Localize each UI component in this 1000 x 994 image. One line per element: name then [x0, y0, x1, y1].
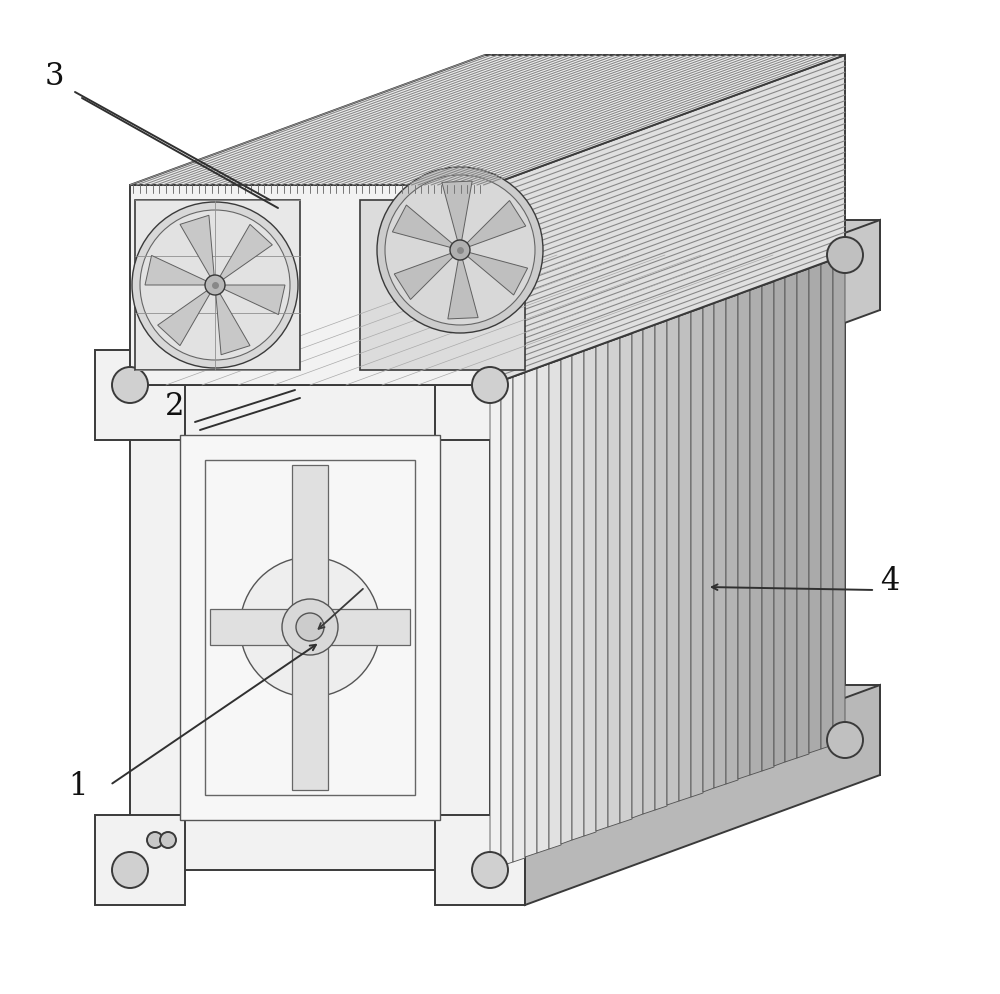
Polygon shape — [130, 55, 845, 185]
Polygon shape — [750, 286, 762, 775]
Polygon shape — [158, 290, 210, 346]
Polygon shape — [774, 277, 785, 766]
Circle shape — [140, 210, 290, 360]
Polygon shape — [360, 200, 525, 370]
Circle shape — [160, 832, 176, 848]
Circle shape — [472, 852, 508, 888]
Polygon shape — [691, 308, 703, 797]
Circle shape — [112, 367, 148, 403]
Polygon shape — [216, 293, 250, 355]
Polygon shape — [525, 685, 880, 905]
Polygon shape — [572, 351, 584, 840]
Polygon shape — [525, 220, 880, 440]
Polygon shape — [797, 269, 809, 758]
Text: 2: 2 — [165, 391, 185, 422]
Polygon shape — [224, 285, 285, 314]
Polygon shape — [561, 355, 572, 844]
Circle shape — [385, 175, 535, 325]
Polygon shape — [833, 256, 845, 745]
Polygon shape — [130, 385, 490, 870]
Text: 1: 1 — [68, 771, 88, 802]
Polygon shape — [467, 201, 526, 247]
Circle shape — [147, 832, 163, 848]
Polygon shape — [435, 815, 525, 905]
Polygon shape — [537, 364, 549, 853]
Polygon shape — [490, 381, 501, 870]
Polygon shape — [448, 259, 478, 319]
Polygon shape — [392, 205, 452, 248]
Polygon shape — [596, 342, 608, 831]
Polygon shape — [501, 377, 513, 866]
Circle shape — [296, 613, 324, 641]
Circle shape — [205, 275, 225, 295]
Polygon shape — [180, 435, 440, 820]
Polygon shape — [632, 329, 643, 818]
Polygon shape — [95, 815, 185, 905]
Polygon shape — [130, 185, 490, 385]
Polygon shape — [135, 200, 300, 370]
Polygon shape — [95, 350, 185, 440]
Polygon shape — [790, 220, 880, 310]
Polygon shape — [620, 334, 632, 823]
Polygon shape — [726, 295, 738, 784]
Polygon shape — [180, 216, 214, 276]
Polygon shape — [738, 290, 750, 779]
Circle shape — [377, 167, 543, 333]
Polygon shape — [679, 312, 691, 801]
Polygon shape — [667, 316, 679, 805]
Polygon shape — [468, 252, 528, 295]
Circle shape — [450, 240, 470, 260]
Polygon shape — [608, 338, 620, 827]
Polygon shape — [584, 347, 596, 836]
Polygon shape — [442, 181, 472, 241]
Circle shape — [827, 722, 863, 758]
Text: 4: 4 — [880, 566, 899, 597]
Circle shape — [132, 202, 298, 368]
Text: 3: 3 — [45, 61, 65, 92]
Polygon shape — [130, 255, 845, 385]
Polygon shape — [714, 299, 726, 788]
Circle shape — [112, 852, 148, 888]
Polygon shape — [513, 373, 525, 862]
Polygon shape — [643, 325, 655, 814]
Circle shape — [282, 599, 338, 655]
Polygon shape — [703, 303, 714, 792]
Polygon shape — [549, 360, 561, 849]
Polygon shape — [762, 282, 774, 771]
Circle shape — [472, 367, 508, 403]
Polygon shape — [394, 253, 453, 299]
Polygon shape — [210, 609, 410, 645]
Polygon shape — [821, 260, 833, 749]
Circle shape — [240, 557, 380, 697]
Circle shape — [827, 237, 863, 273]
Polygon shape — [292, 465, 328, 790]
Polygon shape — [785, 273, 797, 762]
Polygon shape — [790, 685, 880, 775]
Polygon shape — [145, 255, 206, 285]
Polygon shape — [655, 321, 667, 810]
Polygon shape — [525, 368, 537, 857]
Polygon shape — [435, 350, 525, 440]
Polygon shape — [490, 55, 845, 385]
Polygon shape — [220, 225, 272, 279]
Polygon shape — [490, 255, 845, 870]
Polygon shape — [809, 264, 821, 753]
